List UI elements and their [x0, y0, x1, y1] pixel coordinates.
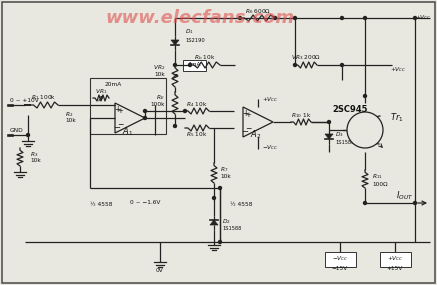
Text: $R_E$: $R_E$ — [156, 93, 165, 102]
Circle shape — [173, 125, 177, 127]
Text: $VR_2$: $VR_2$ — [153, 64, 165, 72]
Text: 10k: 10k — [30, 158, 41, 164]
Text: 0 ~ −1.6V: 0 ~ −1.6V — [130, 200, 160, 205]
FancyBboxPatch shape — [90, 78, 166, 133]
Text: $D_2$: $D_2$ — [222, 217, 231, 227]
FancyBboxPatch shape — [183, 60, 205, 70]
Text: $D_3$: $D_3$ — [335, 131, 344, 139]
Circle shape — [239, 17, 242, 19]
Text: $I_{OUT}$: $I_{OUT}$ — [396, 190, 414, 202]
Circle shape — [294, 17, 296, 19]
Text: 100Ω: 100Ω — [372, 182, 388, 186]
Text: +: + — [245, 112, 251, 118]
Text: $A_1$: $A_1$ — [122, 126, 134, 138]
Text: +$V_{CC}$: +$V_{CC}$ — [390, 66, 407, 74]
Text: 100k: 100k — [150, 103, 165, 107]
Circle shape — [27, 133, 30, 137]
Polygon shape — [210, 220, 218, 225]
Text: $R_3$: $R_3$ — [30, 150, 38, 159]
Circle shape — [347, 112, 383, 148]
Text: $Tr_1$: $Tr_1$ — [390, 112, 404, 124]
Text: $R_5$ 10k: $R_5$ 10k — [186, 131, 208, 139]
Text: 10k: 10k — [65, 119, 76, 123]
Circle shape — [188, 64, 191, 66]
Text: $D_1$: $D_1$ — [185, 28, 194, 36]
Polygon shape — [115, 103, 145, 133]
Text: $R_2$: $R_2$ — [65, 111, 73, 119]
Text: 10k: 10k — [220, 174, 231, 180]
Text: +$V_{CC}$: +$V_{CC}$ — [415, 14, 432, 23]
Text: ½ 4558: ½ 4558 — [230, 203, 253, 207]
Text: 1S2190: 1S2190 — [185, 38, 205, 42]
Circle shape — [364, 95, 367, 97]
Circle shape — [340, 64, 343, 66]
Polygon shape — [243, 107, 273, 137]
Text: 20mA: 20mA — [105, 82, 122, 87]
Circle shape — [413, 17, 416, 19]
Text: $A_2$: $A_2$ — [250, 129, 262, 141]
Text: 1S1588: 1S1588 — [335, 141, 354, 146]
Text: $R_{11}$: $R_{11}$ — [372, 172, 383, 182]
Polygon shape — [325, 134, 333, 139]
Text: $VR_1$: $VR_1$ — [95, 87, 107, 96]
Circle shape — [340, 17, 343, 19]
Text: 0V: 0V — [156, 268, 164, 272]
Text: −15V: −15V — [332, 266, 348, 270]
Text: 0 ~ +10V: 0 ~ +10V — [10, 97, 39, 103]
Text: −: − — [117, 121, 123, 129]
Circle shape — [184, 109, 187, 113]
Text: www.elecfans.com: www.elecfans.com — [105, 9, 295, 27]
Circle shape — [364, 17, 367, 19]
Text: 10k: 10k — [154, 72, 165, 78]
Circle shape — [218, 186, 222, 190]
Text: −$V_{CC}$: −$V_{CC}$ — [262, 144, 279, 152]
Circle shape — [173, 64, 177, 66]
Text: −: − — [114, 123, 121, 133]
Text: +: + — [117, 108, 123, 114]
Circle shape — [294, 64, 296, 66]
Text: $R_{10}$ 1k: $R_{10}$ 1k — [291, 111, 311, 121]
Circle shape — [413, 201, 416, 205]
Text: $R_4$ 10k: $R_4$ 10k — [186, 101, 208, 109]
Text: −: − — [245, 125, 251, 133]
Text: 4mA: 4mA — [187, 62, 201, 68]
Text: +: + — [242, 109, 248, 117]
Text: GND: GND — [10, 127, 24, 133]
Text: $VR_3$ 200Ω: $VR_3$ 200Ω — [291, 54, 321, 62]
Circle shape — [218, 241, 222, 243]
FancyBboxPatch shape — [325, 251, 356, 266]
Text: +: + — [114, 105, 120, 115]
Circle shape — [327, 121, 330, 123]
Text: +$V_{CC}$: +$V_{CC}$ — [387, 255, 403, 263]
Text: +$V_{CC}$: +$V_{CC}$ — [262, 95, 279, 104]
FancyBboxPatch shape — [379, 251, 410, 266]
Text: 1S1588: 1S1588 — [222, 227, 241, 231]
Text: $R_7$: $R_7$ — [220, 166, 228, 174]
Circle shape — [274, 17, 277, 19]
Text: $R_6$ 600Ω: $R_6$ 600Ω — [245, 7, 271, 17]
Text: ½ 4558: ½ 4558 — [90, 203, 112, 207]
Circle shape — [212, 196, 215, 199]
Circle shape — [364, 201, 367, 205]
Text: +15V: +15V — [387, 266, 403, 270]
Text: $R_b$ 10k: $R_b$ 10k — [194, 54, 216, 62]
Polygon shape — [171, 40, 179, 45]
Text: −$V_{CC}$: −$V_{CC}$ — [332, 255, 348, 263]
Text: 2SC945: 2SC945 — [332, 105, 368, 115]
Text: $R_1$ 100k: $R_1$ 100k — [31, 93, 57, 102]
Circle shape — [143, 117, 146, 119]
Text: −: − — [242, 127, 249, 137]
Circle shape — [143, 109, 146, 113]
